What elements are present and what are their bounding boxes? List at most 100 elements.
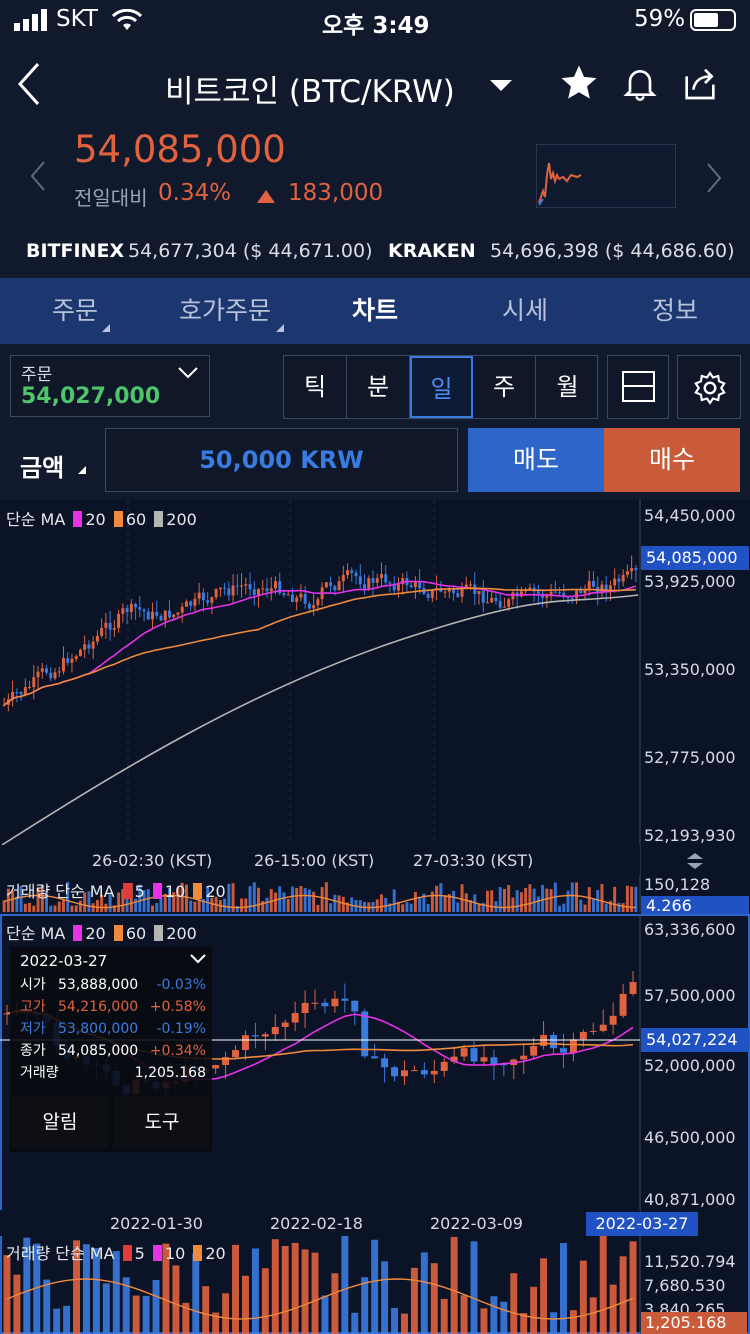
- ma-legend: 단순 MA 20 60 200: [6, 506, 197, 530]
- candle-body: [129, 603, 133, 613]
- volume-bar: [244, 898, 248, 912]
- settings-button[interactable]: [677, 355, 741, 419]
- volume-bar: [562, 903, 566, 912]
- candle-body: [19, 692, 23, 695]
- volume-bar: [440, 1298, 448, 1334]
- candle-body: [206, 600, 210, 603]
- tab-chart[interactable]: 차트: [351, 296, 398, 325]
- current-price: 54,085,000: [74, 128, 286, 171]
- price-axis-label: 63,336,600: [644, 920, 736, 939]
- volume-bar: [269, 889, 273, 912]
- ma200-swatch: [154, 925, 164, 941]
- time-axis-label: 26-02:30 (KST): [92, 851, 213, 870]
- candle-body: [251, 1035, 259, 1037]
- sell-button[interactable]: 매도: [468, 428, 604, 492]
- volume-bar: [92, 1248, 100, 1334]
- candle-body: [163, 610, 167, 621]
- volume-bar: [430, 891, 434, 912]
- volume-bar: [401, 904, 405, 912]
- chevron-down-icon[interactable]: [190, 954, 206, 964]
- mini-chart-svg: [538, 162, 582, 206]
- info-value: 54,085,000: [58, 1043, 139, 1059]
- info-key: 시가: [20, 977, 46, 993]
- volume-bar: [619, 1256, 627, 1334]
- ma60-label: 60: [125, 924, 147, 943]
- volume-bar: [599, 1235, 607, 1334]
- candle-body: [231, 585, 235, 596]
- vol-ma5-label: 5: [134, 882, 145, 901]
- date-axis-label: 2022-02-18: [270, 1214, 363, 1233]
- chevron-down-icon[interactable]: [490, 78, 512, 92]
- candle-body: [125, 608, 129, 613]
- candle-body: [549, 591, 553, 597]
- chevron-right-icon[interactable]: [704, 162, 724, 194]
- carrier: SKT: [56, 6, 98, 32]
- buy-button[interactable]: 매수: [604, 428, 740, 492]
- volume-bar: [460, 884, 464, 912]
- volume-bar: [500, 1301, 508, 1334]
- tab-info[interactable]: 정보: [651, 296, 698, 325]
- amount-input[interactable]: 50,000 KRW: [105, 428, 458, 492]
- volume-bar: [210, 897, 214, 912]
- volume-bar: [70, 905, 74, 912]
- ma200-swatch: [154, 511, 164, 527]
- volume-current-tag: 4.266: [641, 896, 749, 916]
- volume-bar: [193, 901, 197, 912]
- amount-label[interactable]: 금액: [20, 454, 65, 482]
- chevron-left-icon[interactable]: [28, 160, 48, 192]
- candle-body: [312, 605, 316, 609]
- period-minute[interactable]: 분: [347, 356, 410, 418]
- layout-button[interactable]: [607, 355, 669, 419]
- volume-bar: [61, 898, 65, 912]
- gear-icon: [694, 371, 726, 405]
- tab-market[interactable]: 시세: [501, 296, 548, 325]
- candle-body: [589, 1030, 597, 1032]
- bell-icon[interactable]: [620, 62, 660, 104]
- volume-bar: [589, 1297, 597, 1334]
- volume-bar: [159, 898, 163, 912]
- volume-bar: [346, 902, 350, 912]
- volume-legend-prefix: 거래량 단순 MA: [6, 882, 115, 901]
- tab-order[interactable]: 주문: [51, 296, 98, 325]
- signal-icon: [14, 9, 47, 31]
- candle-body: [477, 590, 481, 594]
- ma-legend-prefix: 단순 MA: [6, 510, 66, 529]
- period-month[interactable]: 월: [556, 373, 579, 401]
- tools-button[interactable]: 도구: [114, 1096, 210, 1148]
- volume-bar: [391, 1308, 399, 1334]
- volume-bar: [231, 883, 235, 912]
- candle-body: [151, 611, 155, 620]
- volume-bar: [117, 892, 121, 912]
- page-title[interactable]: 비트코인 (BTC/KRW): [165, 74, 455, 110]
- star-icon[interactable]: [558, 62, 600, 104]
- candle-body: [87, 644, 91, 649]
- period-tick[interactable]: 틱: [284, 356, 347, 418]
- candle-body: [452, 589, 456, 594]
- volume-bar: [257, 887, 261, 912]
- candle-body: [396, 584, 400, 591]
- candle-body: [619, 993, 627, 1016]
- volume-bar: [579, 1260, 587, 1334]
- candle-body: [271, 1027, 279, 1035]
- period-week[interactable]: 주: [473, 356, 536, 418]
- order-price-select[interactable]: 주문 54,027,000: [10, 355, 210, 417]
- period-day[interactable]: 일: [410, 356, 473, 418]
- intraday-chart[interactable]: 단순 MA 20 60 200 54,450,000 54,085,000 53…: [0, 500, 750, 916]
- resize-handle-icon[interactable]: [686, 852, 704, 870]
- share-icon[interactable]: [680, 62, 720, 104]
- volume-bar: [74, 905, 78, 912]
- tab-orderbook-order[interactable]: 호가주문: [178, 296, 271, 325]
- volume-bar: [604, 903, 608, 912]
- volume-bar: [122, 1277, 130, 1334]
- status-bar: SKT 오후 3:49 59%: [0, 0, 750, 40]
- candle-body: [519, 591, 523, 597]
- daily-chart[interactable]: 단순 MA 20 60 200 63,336,600 57,500,000 54…: [0, 914, 750, 1334]
- battery-percent: 59%: [634, 6, 686, 32]
- alarm-button[interactable]: 알림: [12, 1096, 108, 1148]
- volume-axis-label: 150,128: [644, 875, 711, 894]
- mini-chart[interactable]: [536, 144, 676, 208]
- candle-body: [511, 592, 515, 600]
- back-icon[interactable]: [14, 60, 44, 108]
- volume-bar: [519, 892, 523, 912]
- candle-body: [15, 692, 19, 694]
